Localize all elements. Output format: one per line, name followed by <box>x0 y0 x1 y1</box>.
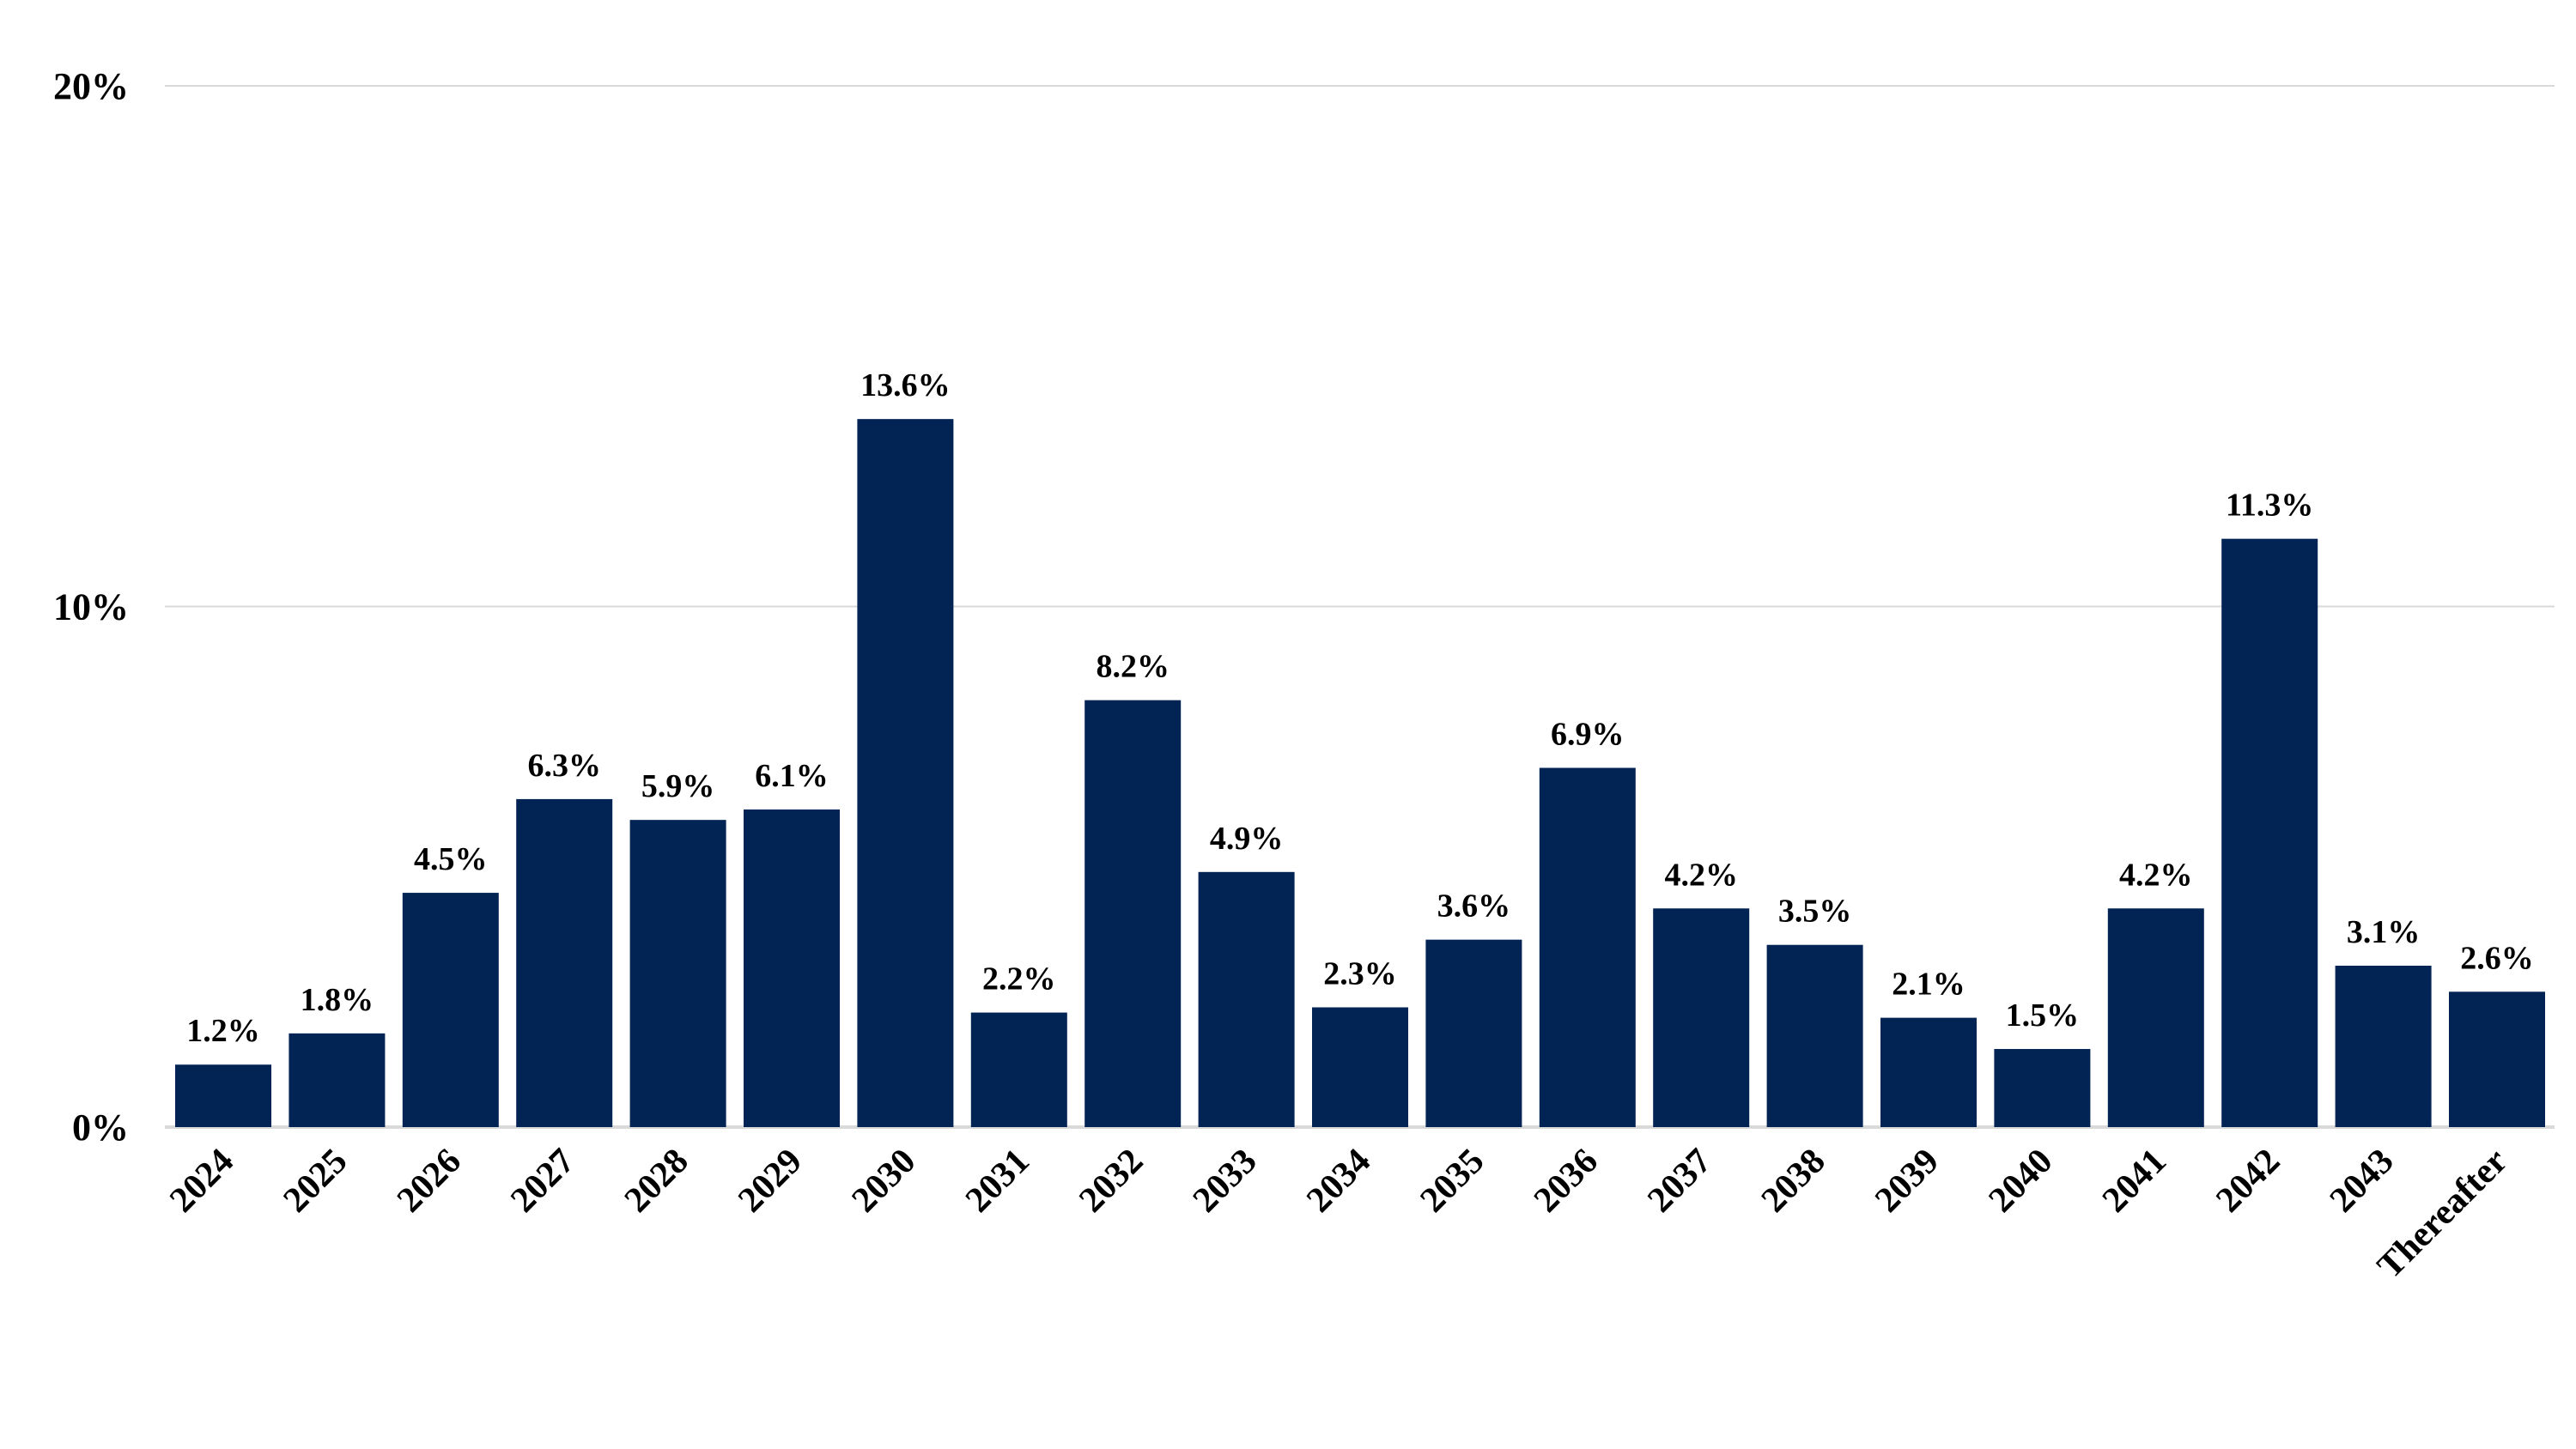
bar-2031 <box>970 1012 1067 1127</box>
data-label: 6.1% <box>755 758 829 794</box>
data-label: 11.3% <box>2226 488 2313 524</box>
y-tick-label: 0% <box>72 1106 129 1149</box>
x-axis-ticks: 2024 2025 2026 2027 2028 2029 2030 2031 2032 2033… <box>162 1142 2515 1287</box>
bar-2029 <box>744 809 840 1127</box>
bar-2034 <box>1312 1007 1408 1127</box>
x-tick-label: 2039 <box>1868 1142 1947 1221</box>
x-tick-label: 2030 <box>845 1142 924 1221</box>
data-label: 1.5% <box>2006 997 2080 1034</box>
data-label: 2.1% <box>1892 967 1965 1003</box>
x-tick-label: 2036 <box>1527 1142 1606 1221</box>
data-label: 4.5% <box>414 841 488 877</box>
x-tick-label: 2032 <box>1072 1142 1151 1221</box>
x-tick-label: 2028 <box>617 1142 696 1221</box>
bar-2041 <box>2107 908 2204 1127</box>
x-tick-label: 2038 <box>1754 1142 1833 1221</box>
data-labels: 1.2% 1.8% 4.5% 6.3% 5.9% 6.1% 13.6% 2.2% 8.2% 4.9… <box>186 367 2534 1049</box>
x-tick-label: 2040 <box>1982 1142 2061 1221</box>
bar-2038 <box>1766 944 1863 1127</box>
data-label: 5.9% <box>641 768 715 804</box>
data-label: 13.6% <box>860 367 951 403</box>
x-tick-label: 2041 <box>2095 1142 2174 1221</box>
data-label: 2.3% <box>1323 956 1397 992</box>
bar-2033 <box>1198 871 1295 1127</box>
bar-2028 <box>629 820 726 1127</box>
data-label: 2.6% <box>2460 940 2534 976</box>
data-label: 3.6% <box>1437 888 1511 925</box>
data-label: 4.2% <box>1664 857 1738 893</box>
bar-2032 <box>1084 700 1182 1127</box>
x-tick-label: 2026 <box>390 1142 469 1221</box>
y-axis-ticks: 0% 10% 20% <box>53 65 129 1149</box>
bar-2025 <box>289 1033 386 1127</box>
data-label: 3.1% <box>2347 914 2421 950</box>
x-tick-label: 2035 <box>1413 1142 1492 1221</box>
bar-2036 <box>1539 767 1636 1127</box>
x-tick-label: 2034 <box>1299 1142 1378 1221</box>
data-label: 6.9% <box>1551 717 1625 753</box>
x-tick-label: 2043 <box>2323 1142 2402 1221</box>
data-label: 1.2% <box>186 1013 260 1049</box>
data-label: 4.2% <box>2119 857 2193 893</box>
bar-2030 <box>857 419 954 1127</box>
bar-thereafter <box>2449 991 2545 1127</box>
bar-2040 <box>1994 1049 2091 1127</box>
x-tick-label: 2033 <box>1186 1142 1265 1221</box>
bar-2024 <box>175 1064 271 1127</box>
bars <box>175 419 2545 1127</box>
data-label: 8.2% <box>1096 649 1170 685</box>
x-tick-label: 2037 <box>1640 1142 1719 1221</box>
data-label: 3.5% <box>1778 894 1852 930</box>
y-tick-label: 20% <box>53 65 129 107</box>
data-label: 1.8% <box>301 982 374 1018</box>
data-label: 6.3% <box>527 748 601 784</box>
x-tick-label: 2029 <box>731 1142 810 1221</box>
bar-2042 <box>2221 538 2318 1127</box>
bar-2027 <box>516 798 613 1127</box>
bar-2039 <box>1880 1017 1977 1127</box>
bar-2037 <box>1653 908 1750 1127</box>
bar-2026 <box>402 893 499 1127</box>
bar-2043 <box>2335 965 2432 1127</box>
data-label: 4.9% <box>1210 821 1284 857</box>
x-tick-label: 2025 <box>276 1142 355 1221</box>
x-tick-label: 2042 <box>2208 1142 2287 1221</box>
data-label: 2.2% <box>982 961 1056 997</box>
x-tick-label: 2027 <box>503 1142 582 1221</box>
x-tick-label: 2024 <box>162 1142 241 1221</box>
bar-2035 <box>1425 939 1522 1127</box>
y-tick-label: 10% <box>53 586 129 628</box>
x-tick-label: 2031 <box>958 1142 1037 1221</box>
